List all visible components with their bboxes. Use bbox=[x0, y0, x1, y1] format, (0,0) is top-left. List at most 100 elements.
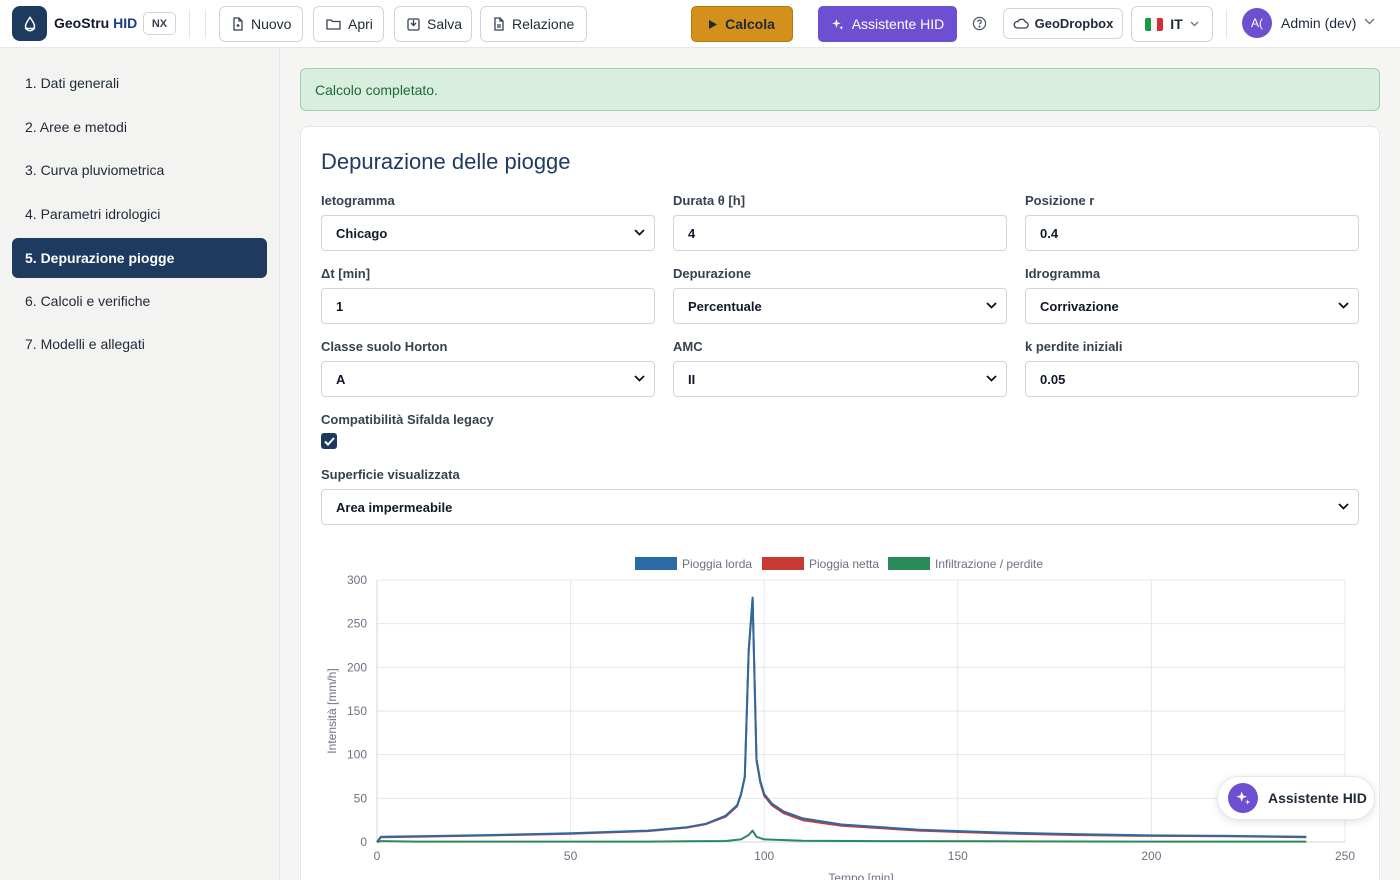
durata-value: 4 bbox=[688, 225, 696, 241]
avatar[interactable]: A( bbox=[1242, 8, 1272, 38]
success-alert: Calcolo completato. bbox=[300, 68, 1380, 111]
delta-t-label: Δt [min] bbox=[321, 266, 371, 281]
classe-suolo-select[interactable]: A bbox=[321, 361, 655, 397]
checkmark-icon bbox=[323, 436, 335, 446]
sidebar: 1. Dati generali 2. Aree e metodi 3. Cur… bbox=[0, 48, 280, 880]
classe-suolo-label: Classe suolo Horton bbox=[321, 339, 448, 354]
superficie-label: Superficie visualizzata bbox=[321, 467, 460, 482]
legend-swatch[interactable] bbox=[635, 557, 677, 570]
assistant-button[interactable]: Assistente HID bbox=[818, 6, 957, 42]
x-axis-label: Tempo [min] bbox=[828, 871, 893, 880]
app-logo[interactable] bbox=[12, 6, 47, 41]
x-tick-label: 250 bbox=[1335, 849, 1355, 863]
classe-suolo-value: A bbox=[336, 371, 346, 387]
chevron-down-icon bbox=[634, 375, 645, 382]
calculate-button[interactable]: Calcola bbox=[691, 6, 793, 42]
k-perdite-value: 0.05 bbox=[1040, 371, 1066, 387]
idrogramma-select[interactable]: Corrivazione bbox=[1025, 288, 1359, 324]
save-button[interactable]: Salva bbox=[394, 6, 472, 42]
top-bar: GeoStru HID NX Nuovo Apri Salva Relazion… bbox=[0, 0, 1400, 48]
sidebar-item-curva-pluviometrica[interactable]: 3. Curva pluviometrica bbox=[25, 162, 165, 178]
floating-assistant-button[interactable]: Assistente HID bbox=[1217, 776, 1375, 820]
posizione-label: Posizione r bbox=[1025, 193, 1095, 208]
new-button[interactable]: Nuovo bbox=[219, 6, 303, 42]
chevron-down-icon[interactable] bbox=[1364, 18, 1375, 25]
divider bbox=[205, 10, 206, 38]
report-button[interactable]: Relazione bbox=[480, 6, 587, 42]
brand-main: GeoStru bbox=[54, 15, 110, 31]
user-name[interactable]: Admin (dev) bbox=[1281, 15, 1357, 31]
cloud-icon bbox=[1013, 18, 1029, 29]
y-tick-label: 250 bbox=[347, 617, 367, 631]
idrogramma-label: Idrogramma bbox=[1025, 266, 1101, 281]
depurazione-value: Percentuale bbox=[688, 298, 762, 314]
brand-name: GeoStru HID bbox=[54, 15, 137, 31]
rain-chart-svg: 0 50 100 150 200 250 300 0 50 100 150 200 250 Intensi… bbox=[325, 557, 1355, 880]
help-icon[interactable] bbox=[972, 16, 987, 31]
brand-accent: HID bbox=[113, 15, 138, 31]
x-tick-label: 50 bbox=[564, 849, 578, 863]
superficie-select[interactable]: Area impermeabile bbox=[321, 489, 1359, 525]
ietogramma-select[interactable]: Chicago bbox=[321, 215, 655, 251]
sidebar-item-depurazione-piogge[interactable]: 5. Depurazione piogge bbox=[12, 238, 267, 278]
series-line-3 bbox=[376, 829, 1307, 843]
rain-chart: 0 50 100 150 200 250 300 0 50 100 150 200 250 Intensi… bbox=[320, 550, 1380, 880]
sidebar-item-dati-generali[interactable]: 1. Dati generali bbox=[25, 75, 120, 91]
geodropbox-button[interactable]: GeoDropbox bbox=[1003, 8, 1123, 39]
sifalda-checkbox[interactable] bbox=[321, 433, 337, 449]
y-tick-label: 0 bbox=[360, 835, 367, 849]
chevron-down-icon bbox=[1190, 21, 1199, 27]
depurazione-select[interactable]: Percentuale bbox=[673, 288, 1007, 324]
divider bbox=[1226, 10, 1227, 38]
posizione-value: 0.4 bbox=[1040, 225, 1059, 241]
chevron-down-icon bbox=[634, 229, 645, 236]
durata-input[interactable]: 4 bbox=[673, 215, 1007, 251]
sidebar-item-parametri-idrologici[interactable]: 4. Parametri idrologici bbox=[25, 206, 161, 222]
y-tick-label: 100 bbox=[347, 748, 367, 762]
legend-label[interactable]: Pioggia netta bbox=[809, 557, 879, 571]
geodropbox-button-label: GeoDropbox bbox=[1034, 16, 1114, 31]
legend-swatch[interactable] bbox=[762, 557, 804, 570]
save-button-label: Salva bbox=[427, 16, 463, 32]
series-line-2 bbox=[376, 598, 1307, 843]
sidebar-item-calcoli-verifiche[interactable]: 6. Calcoli e verifiche bbox=[25, 293, 151, 309]
italy-flag-icon bbox=[1145, 17, 1164, 31]
ietogramma-value: Chicago bbox=[336, 225, 388, 241]
sidebar-item-aree-metodi[interactable]: 2. Aree e metodi bbox=[25, 119, 127, 135]
floating-assistant-label: Assistente HID bbox=[1268, 790, 1367, 806]
y-tick-label: 50 bbox=[354, 791, 368, 805]
sparkle-icon bbox=[1228, 783, 1258, 813]
assistant-button-label: Assistente HID bbox=[851, 16, 945, 32]
legend-label[interactable]: Infiltrazione / perdite bbox=[935, 557, 1043, 571]
sidebar-item-modelli-allegati[interactable]: 7. Modelli e allegati bbox=[25, 336, 145, 352]
y-tick-label: 300 bbox=[347, 573, 367, 587]
chevron-down-icon bbox=[1338, 302, 1349, 309]
depurazione-label: Depurazione bbox=[673, 266, 752, 281]
chevron-down-icon bbox=[986, 302, 997, 309]
report-button-label: Relazione bbox=[512, 16, 575, 32]
y-tick-label: 200 bbox=[347, 660, 367, 674]
amc-select[interactable]: II bbox=[673, 361, 1007, 397]
legend-swatch[interactable] bbox=[888, 557, 930, 570]
delta-t-input[interactable]: 1 bbox=[321, 288, 655, 324]
x-tick-label: 200 bbox=[1141, 849, 1161, 863]
sifalda-label: Compatibilità Sifalda legacy bbox=[321, 412, 494, 427]
posizione-input[interactable]: 0.4 bbox=[1025, 215, 1359, 251]
new-button-label: Nuovo bbox=[251, 16, 292, 32]
edition-badge: NX bbox=[143, 12, 176, 35]
x-tick-label: 150 bbox=[948, 849, 968, 863]
drop-logo-icon bbox=[24, 16, 35, 31]
save-icon bbox=[407, 17, 420, 31]
open-button[interactable]: Apri bbox=[313, 6, 384, 42]
language-selector[interactable]: IT bbox=[1131, 6, 1213, 42]
amc-value: II bbox=[688, 371, 696, 387]
legend-label[interactable]: Pioggia lorda bbox=[682, 557, 752, 571]
language-label: IT bbox=[1170, 16, 1183, 32]
sparkle-icon bbox=[831, 18, 844, 30]
file-icon bbox=[233, 17, 243, 31]
document-icon bbox=[494, 17, 504, 31]
chevron-down-icon bbox=[1338, 503, 1349, 510]
open-button-label: Apri bbox=[348, 16, 373, 32]
chevron-down-icon bbox=[986, 375, 997, 382]
k-perdite-input[interactable]: 0.05 bbox=[1025, 361, 1359, 397]
